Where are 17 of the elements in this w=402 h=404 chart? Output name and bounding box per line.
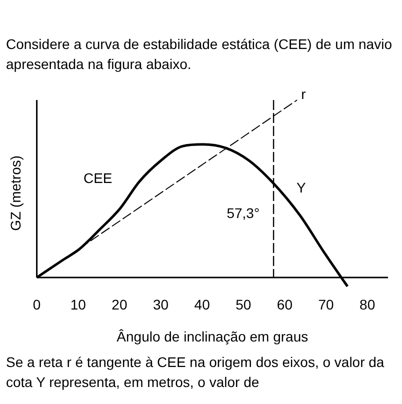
- y-axis-title: GZ (metros): [7, 155, 24, 231]
- text: Se a reta r é tangente à CEE na origem dos eixos, o valor da cota Y representa, em metros, o valor de: [6, 353, 386, 392]
- x-tick-label: 0: [32, 296, 41, 313]
- x-tick-label: 20: [112, 296, 128, 313]
- series-label: CEE: [83, 170, 112, 186]
- x-axis-title: Ângulo de inclinação em graus: [116, 328, 308, 344]
- chart-title: Considere a curva de estabilidade estática (CEE) de um navio apresentada na figura abaixo.: [6, 35, 393, 74]
- x-tick-label: 70: [318, 296, 334, 313]
- ref-line-label: 57,3°: [226, 205, 260, 222]
- x-tick-label: 60: [276, 296, 293, 313]
- annotation: Y: [296, 180, 307, 196]
- x-tick-label: 80: [360, 296, 376, 313]
- series-label: r: [301, 86, 306, 102]
- x-tick-label: 40: [194, 296, 210, 313]
- x-tick-label: 30: [152, 296, 169, 313]
- x-tick-label: 10: [70, 296, 86, 313]
- x-tick-label: 50: [236, 296, 252, 313]
